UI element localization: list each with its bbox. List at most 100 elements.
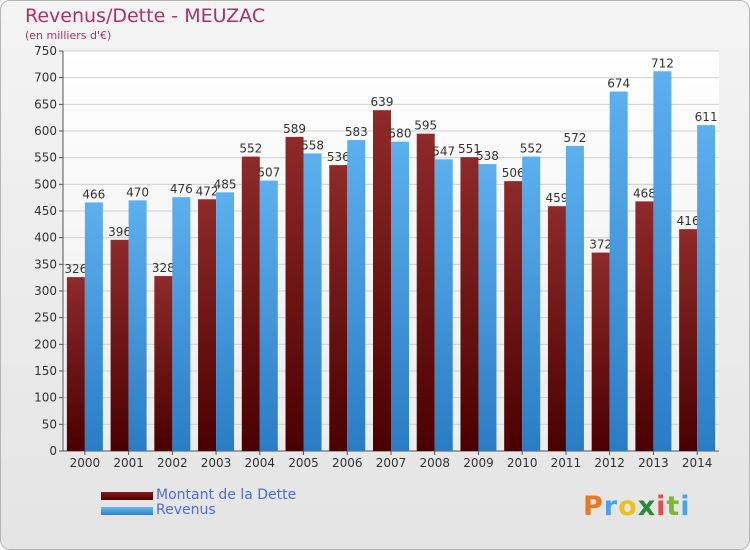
data-label: 536 bbox=[327, 150, 350, 164]
x-tick-label: 2003 bbox=[201, 456, 232, 470]
bar-revenus bbox=[128, 200, 147, 451]
bar-dette bbox=[110, 239, 129, 451]
data-label: 470 bbox=[126, 185, 149, 199]
legend-swatch-dette bbox=[101, 492, 153, 500]
data-label: 507 bbox=[257, 166, 280, 180]
x-tick-label: 2013 bbox=[638, 456, 669, 470]
y-tick-label: 250 bbox=[34, 311, 57, 325]
y-tick-label: 50 bbox=[42, 417, 57, 431]
x-tick-label: 2010 bbox=[507, 456, 538, 470]
bar-revenus bbox=[216, 192, 235, 452]
data-label: 326 bbox=[64, 262, 87, 276]
bar-revenus bbox=[391, 141, 409, 451]
bar-revenus bbox=[478, 164, 497, 452]
x-tick-label: 2012 bbox=[594, 456, 625, 470]
y-tick-label: 200 bbox=[34, 337, 57, 351]
y-tick-label: 500 bbox=[34, 177, 57, 191]
y-tick-label: 600 bbox=[34, 124, 57, 138]
data-label: 558 bbox=[301, 138, 324, 152]
data-label: 416 bbox=[677, 214, 700, 228]
bar-dette bbox=[591, 252, 610, 451]
logo-letter: r bbox=[603, 491, 619, 522]
bar-revenus bbox=[609, 91, 628, 452]
chart-subtitle: (en milliers d'€) bbox=[25, 29, 112, 42]
data-label: 551 bbox=[458, 142, 481, 156]
data-label: 572 bbox=[563, 131, 586, 145]
data-label: 712 bbox=[651, 56, 674, 70]
bar-dette bbox=[416, 133, 435, 451]
x-tick-label: 2011 bbox=[551, 456, 582, 470]
x-tick-label: 2006 bbox=[332, 456, 363, 470]
y-tick-label: 700 bbox=[34, 71, 57, 85]
data-label: 595 bbox=[414, 119, 437, 133]
x-tick-label: 2001 bbox=[113, 456, 144, 470]
logo-letter: o bbox=[618, 491, 638, 522]
y-tick-label: 550 bbox=[34, 151, 57, 165]
x-tick-label: 2000 bbox=[70, 456, 101, 470]
data-label: 639 bbox=[371, 95, 394, 109]
x-tick-label: 2005 bbox=[288, 456, 319, 470]
bar-dette bbox=[285, 136, 304, 451]
data-label: 396 bbox=[108, 225, 131, 239]
bar-revenus bbox=[565, 145, 584, 451]
bar-revenus bbox=[84, 202, 103, 451]
x-tick-label: 2014 bbox=[682, 456, 713, 470]
x-tick-label: 2009 bbox=[463, 456, 494, 470]
x-tick-label: 2004 bbox=[245, 456, 276, 470]
legend-swatch-revenus bbox=[101, 507, 153, 515]
data-label: 538 bbox=[476, 149, 499, 163]
bar-dette bbox=[547, 206, 566, 451]
data-label: 466 bbox=[82, 187, 105, 201]
data-label: 506 bbox=[502, 166, 525, 180]
logo-letter: i bbox=[680, 491, 691, 522]
bar-dette bbox=[198, 199, 217, 451]
data-label: 485 bbox=[214, 177, 237, 191]
data-label: 611 bbox=[695, 110, 718, 124]
bar-revenus bbox=[259, 180, 278, 451]
data-label: 552 bbox=[520, 142, 543, 156]
x-tick-label: 2008 bbox=[419, 456, 450, 470]
data-label: 580 bbox=[389, 127, 412, 141]
data-label: 476 bbox=[170, 182, 193, 196]
y-tick-label: 650 bbox=[34, 97, 57, 111]
y-tick-label: 750 bbox=[34, 44, 57, 58]
bar-revenus bbox=[434, 159, 453, 451]
data-label: 674 bbox=[607, 77, 630, 91]
bar-dette bbox=[154, 276, 173, 451]
x-tick-label: 2002 bbox=[157, 456, 188, 470]
y-tick-label: 400 bbox=[34, 231, 57, 245]
legend-label-revenus: Revenus bbox=[156, 502, 216, 518]
bar-dette bbox=[504, 181, 523, 451]
y-tick-label: 0 bbox=[49, 444, 57, 458]
bar-revenus bbox=[522, 156, 541, 451]
logo-letter: P bbox=[583, 491, 604, 522]
data-label: 583 bbox=[345, 125, 368, 139]
data-label: 328 bbox=[152, 261, 175, 275]
data-label: 589 bbox=[283, 122, 306, 136]
logo-letter: x bbox=[637, 491, 657, 522]
logo-letter: i bbox=[656, 491, 667, 522]
y-tick-label: 100 bbox=[34, 391, 57, 405]
y-tick-label: 300 bbox=[34, 284, 57, 298]
bar-dette bbox=[66, 277, 85, 451]
y-tick-label: 350 bbox=[34, 257, 57, 271]
data-label: 372 bbox=[589, 238, 612, 252]
bar-revenus bbox=[347, 140, 366, 452]
y-tick-label: 450 bbox=[34, 204, 57, 218]
data-label: 547 bbox=[432, 144, 455, 158]
bar-dette bbox=[241, 156, 260, 451]
bar-revenus bbox=[303, 153, 322, 451]
bar-revenus bbox=[172, 197, 191, 451]
data-label: 552 bbox=[239, 142, 262, 156]
bar-dette bbox=[679, 229, 698, 451]
logo-letter: t bbox=[666, 491, 681, 522]
bar-dette bbox=[329, 165, 348, 451]
data-label: 459 bbox=[545, 191, 568, 205]
bar-revenus bbox=[697, 125, 716, 451]
bar-dette bbox=[373, 110, 391, 451]
legend-label-dette: Montant de la Dette bbox=[156, 487, 297, 503]
bar-dette bbox=[635, 201, 654, 451]
x-tick-label: 2007 bbox=[376, 456, 407, 470]
data-label: 472 bbox=[196, 184, 219, 198]
